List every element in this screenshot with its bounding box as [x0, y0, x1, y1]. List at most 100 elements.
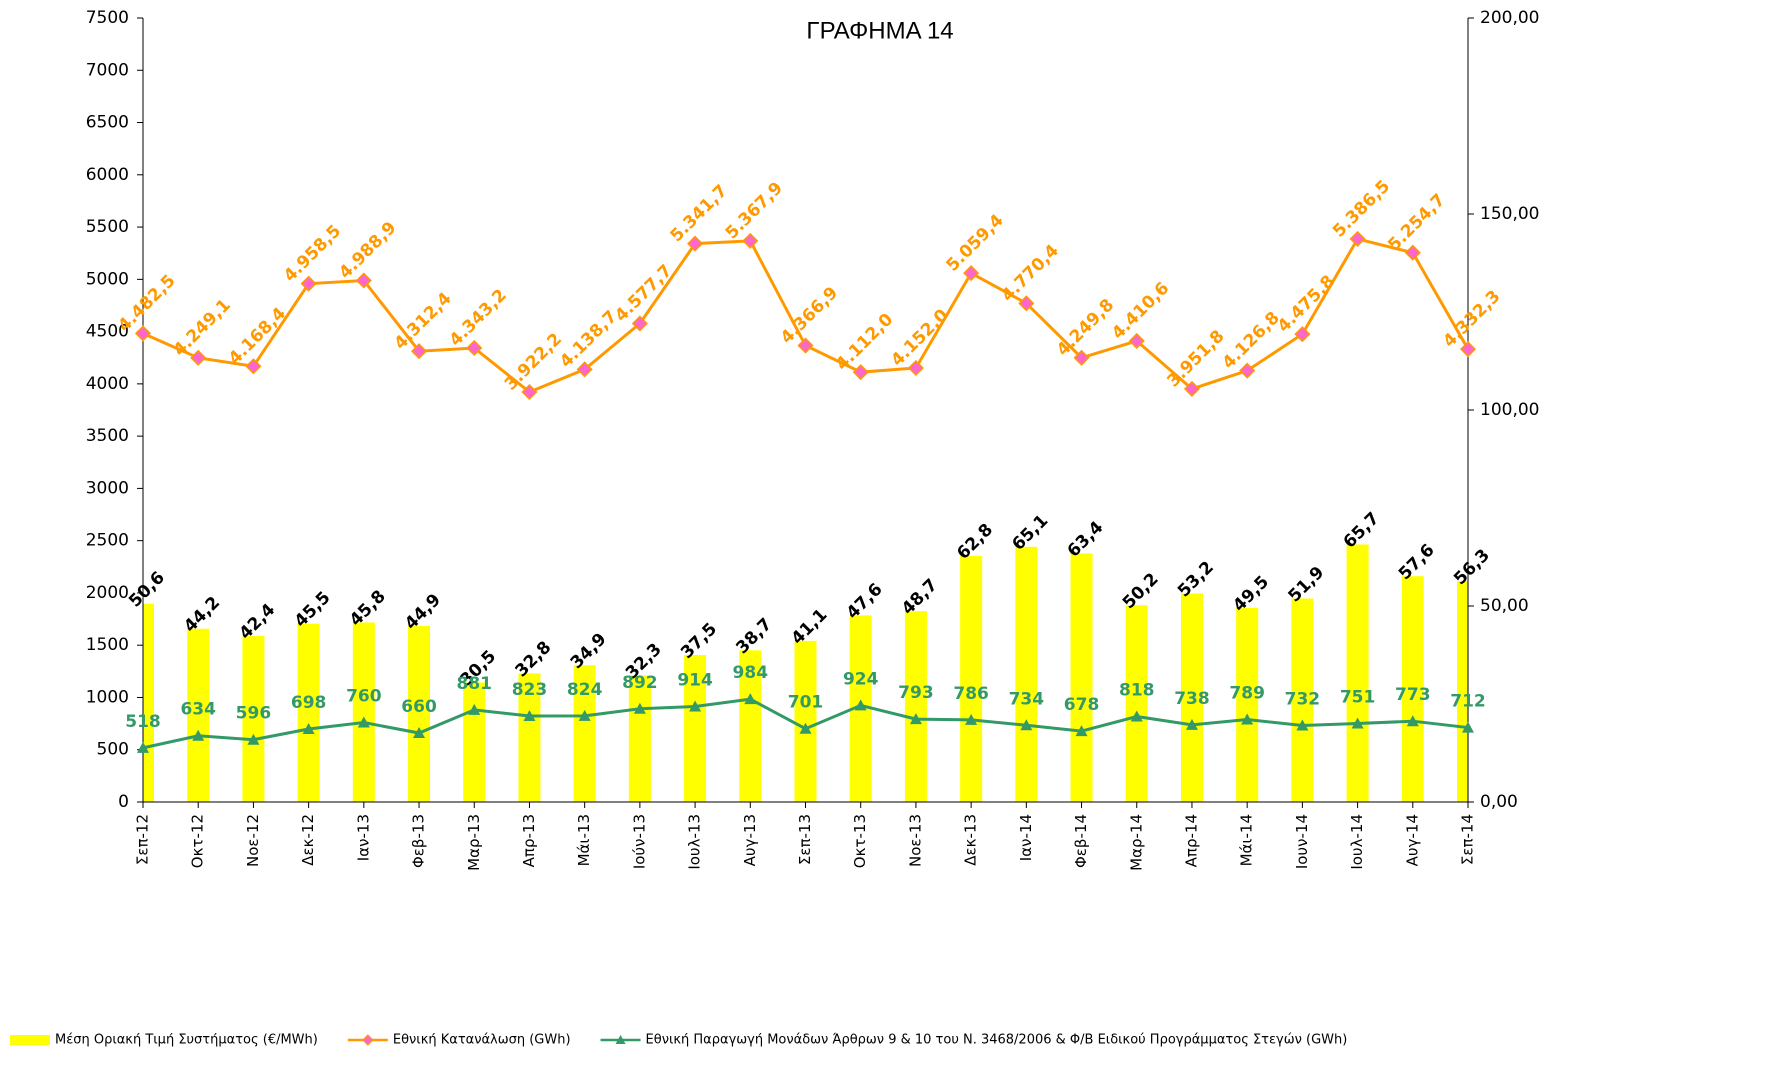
y2-tick-label: 50,00 — [1480, 596, 1529, 616]
legend-marker — [362, 1034, 374, 1046]
data-label: 5.367,9 — [722, 178, 787, 243]
x-tick-label: Μάι-14 — [1238, 814, 1256, 866]
data-label: 5.254,7 — [1384, 190, 1449, 255]
data-label: 892 — [622, 673, 658, 693]
y-tick-label: 2000 — [86, 583, 129, 603]
marker — [523, 709, 536, 721]
bar — [1291, 598, 1314, 802]
marker — [355, 272, 372, 289]
marker — [852, 364, 869, 381]
marker — [1128, 332, 1145, 350]
bar — [352, 622, 375, 802]
bar — [1180, 593, 1203, 802]
data-label: 518 — [125, 712, 161, 732]
bar — [573, 665, 596, 802]
marker — [1459, 341, 1477, 358]
data-label: 4.410,6 — [1108, 278, 1173, 343]
y-tick-label: 6000 — [86, 165, 129, 185]
bar — [297, 623, 320, 802]
data-label: 4.138,7 — [556, 307, 621, 372]
x-tick-label: Οκτ-12 — [189, 814, 207, 868]
marker — [1018, 295, 1035, 312]
legend-label: Εθνική Παραγωγή Μονάδων Άρθρων 9 & 10 το… — [646, 1033, 1348, 1048]
bar — [1457, 581, 1468, 802]
data-label: 914 — [677, 670, 713, 690]
marker — [576, 361, 593, 378]
x-tick-label: Ιουν-14 — [1293, 814, 1311, 869]
x-tick-label: Φεβ-13 — [410, 814, 428, 868]
marker — [1462, 721, 1474, 733]
data-label: 4.366,9 — [777, 283, 842, 348]
x-tick-label: Απρ-14 — [1182, 814, 1200, 867]
bar — [794, 640, 817, 802]
y-tick-label: 1500 — [86, 635, 129, 655]
marker — [1296, 719, 1309, 731]
marker — [134, 325, 152, 342]
bar — [684, 655, 707, 802]
marker — [687, 235, 704, 252]
data-label: 818 — [1119, 680, 1155, 700]
marker — [1020, 719, 1033, 731]
x-tick-label: Αυγ-14 — [1403, 814, 1421, 866]
x-tick-label: Ιουλ-14 — [1348, 814, 1366, 870]
data-label: 5.386,5 — [1329, 176, 1394, 241]
bar — [1401, 576, 1424, 802]
marker — [1349, 230, 1366, 247]
marker — [1075, 725, 1088, 737]
data-label: 4.343,2 — [446, 285, 511, 350]
data-label: 701 — [788, 693, 824, 713]
marker — [357, 716, 370, 728]
marker — [907, 359, 924, 377]
data-label: 634 — [180, 700, 216, 720]
marker — [1073, 349, 1090, 366]
marker — [1130, 710, 1143, 722]
data-label: 732 — [1285, 689, 1321, 709]
marker — [466, 339, 483, 357]
bar — [518, 673, 541, 802]
x-tick-label: Ιουλ-13 — [686, 814, 704, 870]
data-label: 660 — [401, 697, 437, 717]
y-tick-label: 3000 — [86, 478, 129, 498]
marker — [963, 265, 980, 282]
bar — [1236, 607, 1259, 802]
x-tick-label: Σεπ-13 — [796, 814, 814, 865]
data-label: 786 — [953, 684, 989, 704]
data-label: 924 — [843, 669, 879, 689]
marker — [797, 337, 814, 354]
y2-tick-label: 100,00 — [1480, 400, 1539, 420]
data-label: 4.249,1 — [170, 295, 235, 360]
bar — [1015, 546, 1038, 802]
data-label: 751 — [1340, 687, 1376, 707]
marker — [689, 700, 702, 712]
y-tick-label: 6500 — [86, 113, 129, 133]
bar — [463, 682, 486, 802]
marker — [302, 723, 315, 735]
data-label: 698 — [291, 693, 327, 713]
bar — [1346, 544, 1369, 802]
legend-marker — [615, 1035, 626, 1044]
marker — [744, 693, 757, 705]
marker — [245, 358, 262, 375]
x-tick-label: Οκτ-13 — [851, 814, 869, 868]
marker — [1241, 713, 1254, 725]
data-label: 4.988,9 — [335, 218, 400, 283]
data-label: 4.770,4 — [998, 241, 1063, 306]
data-label: 984 — [733, 663, 769, 683]
bar — [628, 675, 651, 802]
marker — [1239, 362, 1256, 379]
bar — [408, 625, 431, 802]
data-label: 712 — [1450, 692, 1486, 712]
x-tick-label: Ιαν-14 — [1017, 814, 1035, 861]
y-tick-label: 7000 — [86, 60, 129, 80]
x-tick-label: Μαρ-14 — [1127, 814, 1145, 871]
data-label: 5.059,4 — [943, 210, 1008, 275]
marker — [1185, 718, 1198, 730]
marker — [1183, 380, 1201, 397]
legend-swatch — [10, 1035, 50, 1045]
data-label: 881 — [457, 674, 493, 694]
marker — [799, 722, 812, 734]
x-tick-label: Δεκ-12 — [299, 814, 317, 866]
data-label: 793 — [898, 683, 934, 703]
x-tick-label: Νοε-13 — [906, 814, 924, 867]
data-label: 4.112,0 — [832, 309, 897, 374]
